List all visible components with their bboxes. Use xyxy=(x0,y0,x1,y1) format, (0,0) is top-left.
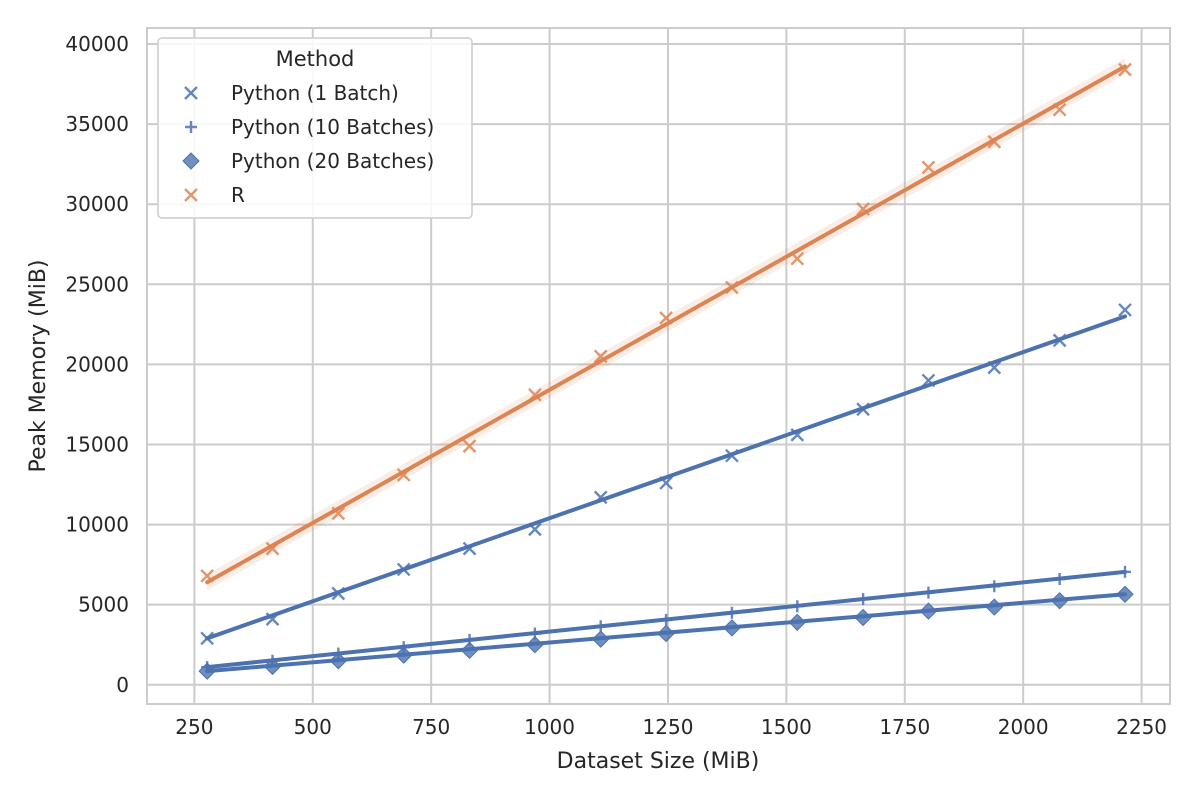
y-tick-label: 40000 xyxy=(65,32,129,56)
point-python-20-batches xyxy=(263,657,282,676)
point-python-1-batch xyxy=(987,360,1002,375)
y-tick-label: 10000 xyxy=(65,513,129,537)
point-r xyxy=(593,349,608,364)
fit-line-python-1-batch xyxy=(205,314,1128,641)
point-python-1-batch xyxy=(856,402,870,417)
y-tick-labels: 0 5000 10000 15000 20000 25000 30000 35000 40000 xyxy=(65,32,129,697)
point-python-1-batch xyxy=(725,448,739,463)
point-r xyxy=(725,280,739,295)
y-tick-label: 15000 xyxy=(65,432,129,456)
point-python-1-batch xyxy=(921,373,936,388)
point-r xyxy=(921,160,936,175)
point-python-20-batches xyxy=(1116,585,1134,603)
point-python-1-batch xyxy=(1118,303,1132,317)
point-r xyxy=(528,387,542,402)
plot-frame xyxy=(146,27,1171,705)
point-python-10-batches xyxy=(857,593,870,606)
x-tick-label: 2000 xyxy=(998,715,1049,739)
point-python-20-batches xyxy=(592,630,610,648)
y-tick-label: 35000 xyxy=(65,112,129,136)
point-python-1-batch xyxy=(331,586,346,601)
point-python-10-batches xyxy=(1119,565,1132,578)
point-python-20-batches xyxy=(460,641,479,660)
regression-lines xyxy=(205,58,1128,674)
legend-title: Method xyxy=(276,47,355,71)
y-tick-label: 30000 xyxy=(65,192,129,216)
point-r xyxy=(659,311,673,325)
point-python-10-batches xyxy=(594,620,607,633)
point-python-20-batches xyxy=(657,624,675,643)
legend-label: R xyxy=(231,183,245,207)
point-python-1-batch xyxy=(528,522,542,537)
x-tick-label: 2250 xyxy=(1116,715,1167,739)
legend-marker-python-10-batches xyxy=(185,121,197,133)
legend-box xyxy=(157,37,473,219)
x-tick-labels: 250 500 750 1000 1250 1500 1750 2000 2250 xyxy=(175,715,1167,739)
point-python-1-batch xyxy=(200,631,214,646)
legend: Method Python (1 Batch) Python (10 Batche… xyxy=(157,37,473,219)
point-python-1-batch xyxy=(396,562,411,577)
x-tick-label: 500 xyxy=(294,715,332,739)
fit-line-r xyxy=(205,64,1128,585)
x-tick-label: 1000 xyxy=(524,715,575,739)
point-r xyxy=(265,541,280,556)
y-tick-label: 0 xyxy=(116,673,129,697)
point-r xyxy=(331,506,346,521)
point-r xyxy=(200,568,214,583)
point-python-10-batches xyxy=(660,613,673,626)
x-axis-label: Dataset Size (MiB) xyxy=(557,749,760,774)
point-r xyxy=(1052,102,1067,117)
point-python-20-batches xyxy=(723,619,741,637)
point-r xyxy=(790,251,805,266)
point-python-10-batches xyxy=(988,580,1001,593)
legend-marker-python-1-batch xyxy=(184,86,198,100)
legend-label: Python (20 Batches) xyxy=(231,149,434,173)
point-python-20-batches xyxy=(394,646,413,664)
legend-label: Python (10 Batches) xyxy=(231,115,434,139)
point-python-20-batches xyxy=(1050,591,1069,610)
legend-label: Python (1 Batch) xyxy=(231,81,399,105)
point-python-10-batches xyxy=(922,586,935,599)
y-tick-label: 5000 xyxy=(78,593,129,617)
legend-marker-python-20-batches xyxy=(182,152,200,170)
point-python-10-batches xyxy=(725,606,738,619)
x-tick-label: 750 xyxy=(412,715,450,739)
point-python-1-batch xyxy=(462,541,477,556)
y-tick-label: 20000 xyxy=(65,352,129,376)
legend-marker-r xyxy=(184,188,198,202)
point-r xyxy=(396,468,411,482)
point-python-20-batches xyxy=(198,662,216,680)
point-r xyxy=(856,202,870,216)
point-python-20-batches xyxy=(919,602,938,620)
point-python-10-batches xyxy=(1053,573,1066,586)
x-tick-label: 1500 xyxy=(761,715,812,739)
y-tick-label: 25000 xyxy=(65,272,129,296)
point-python-20-batches xyxy=(329,652,348,670)
point-python-1-batch xyxy=(1052,333,1067,348)
x-tick-label: 1250 xyxy=(643,715,694,739)
data-points xyxy=(198,62,1134,680)
point-python-10-batches xyxy=(791,600,804,613)
y-axis-label: Peak Memory (MiB) xyxy=(26,259,51,472)
x-tick-label: 250 xyxy=(175,715,213,739)
legend-entries: Python (1 Batch) Python (10 Batches) Pytho… xyxy=(182,81,434,207)
point-r xyxy=(462,439,477,453)
point-python-1-batch xyxy=(593,490,608,505)
point-python-20-batches xyxy=(788,613,806,632)
point-python-1-batch xyxy=(659,476,673,490)
point-r xyxy=(987,134,1002,149)
point-python-20-batches xyxy=(985,598,1003,616)
point-python-1-batch xyxy=(265,612,280,626)
point-python-1-batch xyxy=(790,428,805,442)
x-tick-label: 1750 xyxy=(879,715,930,739)
point-python-20-batches xyxy=(526,636,544,654)
point-r xyxy=(1118,62,1132,77)
point-python-20-batches xyxy=(854,608,872,627)
